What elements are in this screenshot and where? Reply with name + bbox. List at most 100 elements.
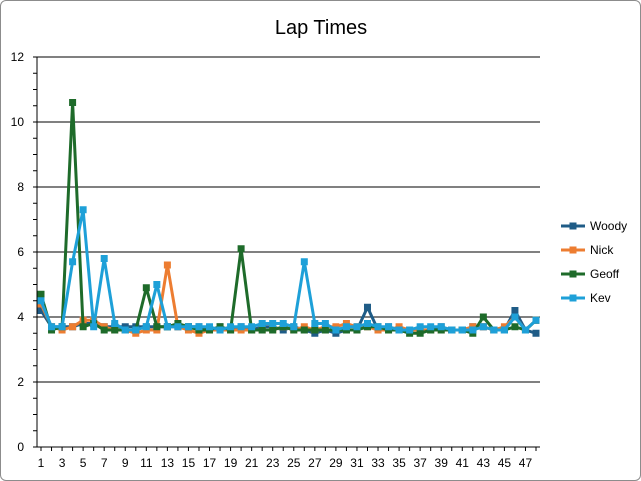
y-tick-label: 6 <box>17 245 24 259</box>
x-tick-label: 23 <box>266 456 280 470</box>
data-point <box>374 323 382 331</box>
data-point <box>511 307 519 314</box>
data-point <box>300 258 308 266</box>
data-point <box>511 313 519 321</box>
gridlines <box>37 56 540 383</box>
x-tick-label: 41 <box>456 456 470 470</box>
legend-label: Woody <box>590 219 627 233</box>
data-point <box>321 320 329 327</box>
series-lines <box>37 99 540 337</box>
data-point <box>332 326 340 334</box>
data-point <box>58 323 66 331</box>
x-tick-label: 33 <box>371 456 385 470</box>
data-point <box>353 323 361 331</box>
x-tick-label: 31 <box>350 456 364 470</box>
data-point <box>363 320 371 327</box>
legend-item-woody: Woody <box>561 219 627 233</box>
x-tick-label: 3 <box>59 456 66 470</box>
data-point <box>90 323 98 331</box>
data-point <box>469 326 477 334</box>
data-point <box>479 323 487 331</box>
data-point <box>153 281 161 288</box>
x-tick-label: 37 <box>413 456 427 470</box>
legend-label: Kev <box>590 291 611 305</box>
data-point <box>37 297 45 305</box>
data-point <box>300 326 308 334</box>
data-point <box>511 323 519 331</box>
data-point <box>437 323 445 331</box>
data-point <box>163 323 171 331</box>
data-point <box>195 323 203 331</box>
data-point <box>174 323 182 331</box>
data-point <box>258 320 266 327</box>
data-point <box>458 326 466 334</box>
data-point <box>237 323 245 331</box>
x-tick-label: 29 <box>329 456 343 470</box>
legend-item-geoff: Geoff <box>561 267 620 281</box>
legend-label: Nick <box>590 243 614 257</box>
data-point <box>132 326 140 334</box>
data-point <box>385 323 393 331</box>
data-point <box>532 316 540 324</box>
data-point <box>448 326 456 334</box>
data-point <box>142 323 150 331</box>
data-point <box>416 329 424 337</box>
series-kev <box>37 206 540 334</box>
data-point <box>153 323 161 331</box>
data-point <box>79 206 87 214</box>
data-point <box>69 323 77 331</box>
data-point <box>37 307 45 314</box>
data-point <box>490 326 498 334</box>
data-point <box>37 290 45 298</box>
data-point <box>269 320 277 327</box>
data-point <box>79 323 87 331</box>
data-point <box>311 320 319 327</box>
data-point <box>532 329 540 337</box>
data-point <box>163 261 171 269</box>
data-point <box>142 284 150 292</box>
legend-label: Geoff <box>590 267 620 281</box>
x-tick-label: 27 <box>308 456 322 470</box>
data-point <box>227 323 235 331</box>
legend-marker <box>569 222 577 230</box>
y-axis-tick-labels: 0 2 4 6 8 10 12 <box>11 50 25 454</box>
x-tick-label: 39 <box>435 456 449 470</box>
chart-title: Lap Times <box>275 17 367 39</box>
data-point <box>111 326 119 334</box>
data-point <box>269 326 277 334</box>
series-line-geoff <box>39 101 538 335</box>
data-point <box>121 326 129 334</box>
x-tick-label: 7 <box>101 456 108 470</box>
data-point <box>406 326 414 334</box>
data-point <box>258 326 266 334</box>
legend-marker <box>569 294 577 302</box>
data-point <box>216 326 224 334</box>
x-tick-label: 17 <box>203 456 217 470</box>
series-geoff <box>37 99 540 337</box>
data-point <box>500 326 508 334</box>
data-point <box>206 323 214 331</box>
x-axis-tick-labels: 1 3 5 7 9 11 13 15 17 19 21 23 25 27 29 31 33 35 37 39 41 43 4… <box>38 456 533 470</box>
legend-item-kev: Kev <box>561 291 611 305</box>
x-tick-label: 45 <box>498 456 512 470</box>
legend-item-nick: Nick <box>561 243 614 257</box>
legend: Woody Nick Geoff Kev <box>561 219 627 305</box>
data-point <box>395 326 403 334</box>
x-tick-label: 47 <box>519 456 533 470</box>
y-tick-label: 10 <box>11 115 25 129</box>
data-point <box>237 245 245 253</box>
x-tick-label: 13 <box>161 456 175 470</box>
x-tick-label: 5 <box>80 456 87 470</box>
data-point <box>311 326 319 334</box>
axes <box>33 56 540 451</box>
x-tick-label: 1 <box>38 456 45 470</box>
y-tick-label: 4 <box>17 310 24 324</box>
legend-marker <box>569 246 577 254</box>
data-point <box>427 323 435 331</box>
y-tick-label: 2 <box>17 375 24 389</box>
y-tick-label: 8 <box>17 180 24 194</box>
data-point <box>100 255 108 262</box>
x-tick-label: 35 <box>392 456 406 470</box>
